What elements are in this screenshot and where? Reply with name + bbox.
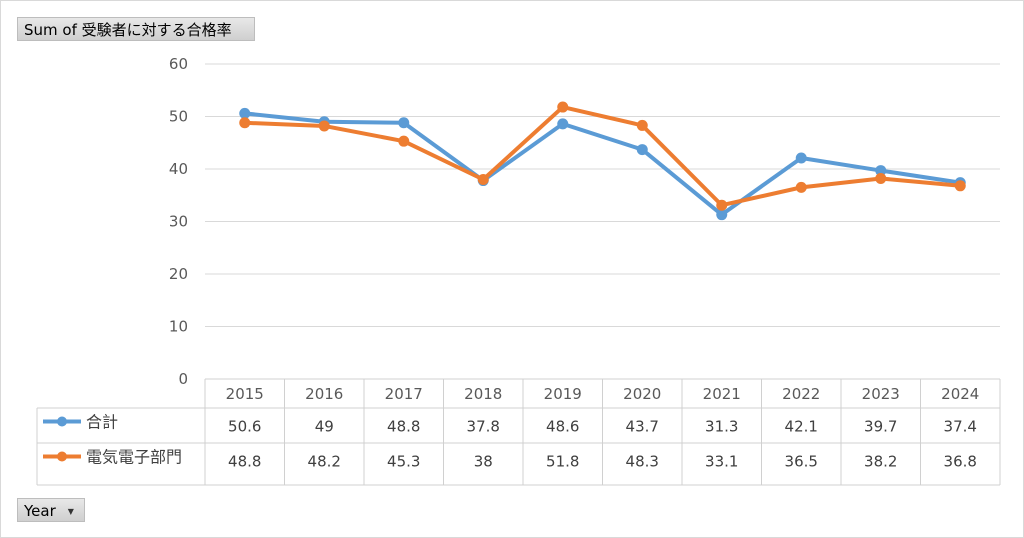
year-field-label: Year <box>24 502 56 520</box>
table-cell-value: 37.4 <box>944 418 977 436</box>
table-cell-value: 48.3 <box>626 453 659 471</box>
table-cell-value: 48.6 <box>546 418 579 436</box>
series-lines <box>239 101 966 221</box>
y-tick-label: 40 <box>169 160 188 178</box>
table-cell-value: 37.8 <box>467 418 500 436</box>
data-point <box>398 135 410 147</box>
y-axis-ticks: 0 10 20 30 40 50 60 <box>169 55 188 388</box>
x-tick-label: 2023 <box>862 385 900 403</box>
table-cell-value: 36.5 <box>785 453 818 471</box>
table-cell-value: 48.2 <box>308 453 341 471</box>
table-cell-value: 45.3 <box>387 453 420 471</box>
data-point <box>557 118 569 130</box>
data-point <box>239 117 251 129</box>
table-cell-value: 49 <box>315 418 334 436</box>
value-field-button[interactable]: Sum of 受験者に対する合格率 <box>17 17 255 41</box>
y-tick-label: 10 <box>169 318 188 336</box>
x-tick-label: 2016 <box>305 385 343 403</box>
y-tick-label: 50 <box>169 108 188 126</box>
table-cell-value: 51.8 <box>546 453 579 471</box>
table-cell-value: 38.2 <box>864 453 897 471</box>
gridlines <box>205 63 1000 327</box>
value-field-label: Sum of 受験者に対する合格率 <box>24 21 232 39</box>
year-field-button[interactable]: Year ▼ <box>17 498 85 522</box>
table-cell-value: 48.8 <box>387 418 420 436</box>
data-point <box>318 120 330 132</box>
x-tick-label: 2017 <box>385 385 423 403</box>
data-point <box>875 165 887 177</box>
data-point <box>716 199 728 211</box>
table-cell-value: 33.1 <box>705 453 738 471</box>
x-tick-label: 2021 <box>703 385 741 403</box>
y-tick-label: 20 <box>169 265 188 283</box>
y-tick-label: 30 <box>169 213 188 231</box>
x-tick-label: 2019 <box>544 385 582 403</box>
y-tick-label: 60 <box>169 55 188 73</box>
legend-key-marker <box>57 416 67 427</box>
data-point <box>398 117 410 129</box>
dropdown-arrow-icon[interactable]: ▼ <box>67 506 74 516</box>
x-tick-label: 2018 <box>464 385 502 403</box>
table-cell-value: 38 <box>474 453 493 471</box>
data-point <box>477 174 489 185</box>
legend-key-marker <box>57 451 67 462</box>
table-cell-value: 43.7 <box>626 418 659 436</box>
data-point <box>795 152 807 164</box>
table-cell-value: 36.8 <box>944 453 977 471</box>
data-table: 2015 2016 2017 2018 2019 2020 2021 2022 2023 2024… <box>36 378 1001 486</box>
table-cell-value: 39.7 <box>864 418 897 436</box>
data-point <box>954 180 966 192</box>
table-cell-value: 50.6 <box>228 418 261 436</box>
data-point <box>795 181 807 193</box>
data-point <box>716 209 728 221</box>
x-tick-label: 2024 <box>941 385 979 403</box>
series-label: 電気電子部門 <box>86 448 182 467</box>
series-line <box>244 111 961 217</box>
data-point <box>557 101 569 113</box>
x-tick-label: 2020 <box>623 385 661 403</box>
x-tick-label: 2015 <box>226 385 264 403</box>
series-line <box>244 105 961 208</box>
table-cell-value: 31.3 <box>705 418 738 436</box>
series-label: 合計 <box>86 413 118 432</box>
table-cell-value: 48.8 <box>228 453 261 471</box>
x-tick-label: 2022 <box>782 385 820 403</box>
data-point <box>239 107 251 119</box>
data-point <box>636 144 648 156</box>
data-point <box>875 172 887 184</box>
data-point <box>636 119 648 131</box>
y-tick-label: 0 <box>178 370 188 388</box>
table-cell-value: 42.1 <box>785 418 818 436</box>
